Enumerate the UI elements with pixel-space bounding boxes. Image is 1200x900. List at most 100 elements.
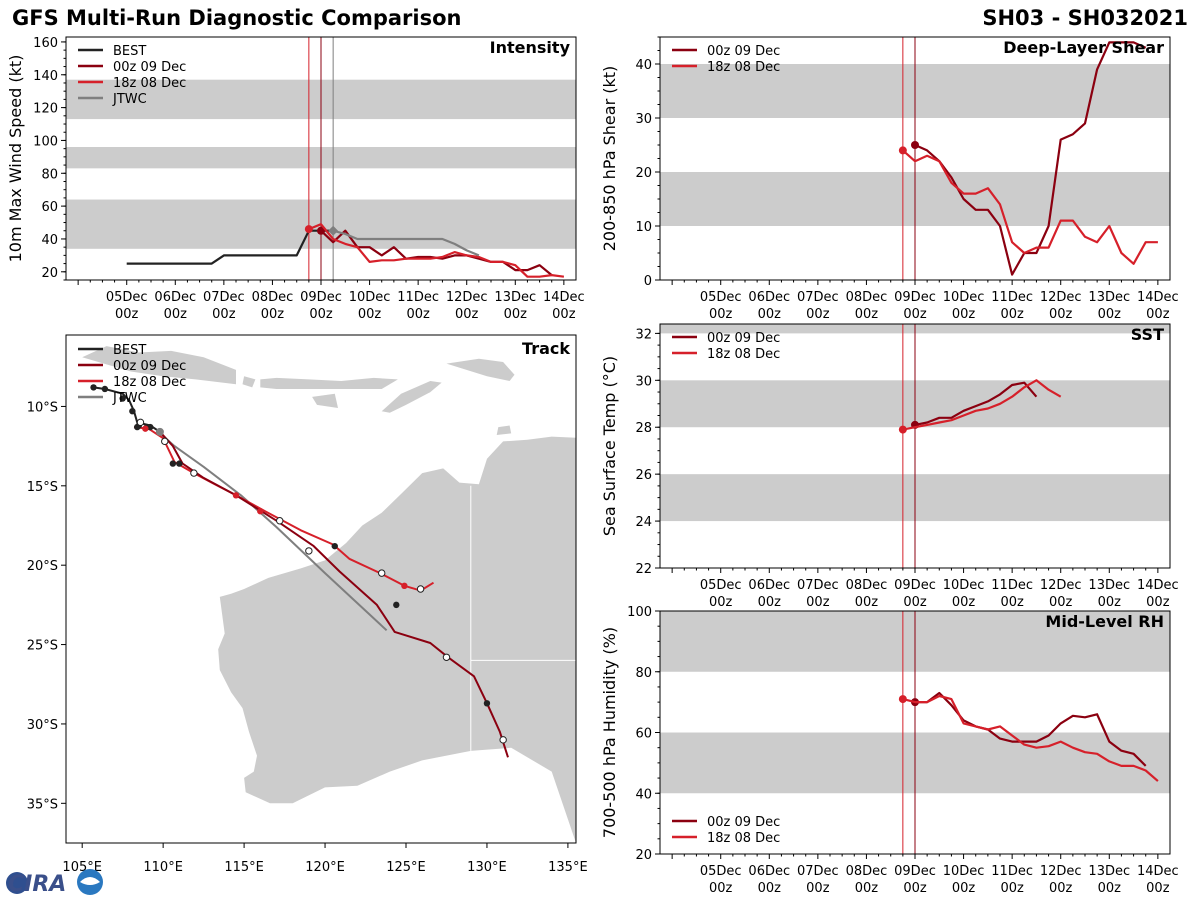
track-marker-jtwc [155,427,164,436]
intensity-ylabel: 10m Max Wind Speed (kt) [6,55,25,263]
sst-xtick-label-day: 08Dec [846,578,888,593]
shear-xtick-label-hour: 00z [806,307,830,322]
intensity-ytick-label: 100 [33,134,58,149]
sst-xtick-label-day: 10Dec [943,578,985,593]
intensity-legend-label: 18z 08 Dec [113,76,186,91]
shear-xtick-label-day: 09Dec [894,290,936,305]
sst-ytick-label: 30 [635,374,652,389]
intensity-plot-area [66,37,576,280]
track-ytick-label: 35°S [27,797,58,812]
intensity-xtick-label-day: 11Dec [397,290,439,305]
track-marker-open-00z [442,653,451,661]
sst-xtick-label-day: 13Dec [1088,578,1130,593]
intensity-start-marker-00z [317,226,325,235]
shear-xtick-label-hour: 00z [1146,307,1170,322]
rh-plot-area [660,611,1170,854]
sst-xtick-label-hour: 00z [1049,595,1073,610]
intensity-xtick-label-day: 08Dec [252,290,294,305]
track-xtick-label: 110°E [143,860,183,875]
intensity-series-jtwc [332,229,480,257]
intensity-xtick-label-day: 09Dec [300,290,342,305]
intensity-ytick-label: 140 [33,69,58,84]
rh-ytick-label: 40 [635,787,652,802]
rh-ytick-label: 20 [635,848,652,863]
sst-ytick-label: 28 [635,421,652,436]
track-marker-18z [401,582,408,590]
rh-xtick-label-hour: 00z [903,881,927,896]
sst-xtick-label-hour: 00z [1000,595,1024,610]
track-marker-open-18z [276,517,284,525]
shear-xtick-label-day: 05Dec [700,290,742,305]
logo-text: CIRA [8,872,66,897]
track-marker-18z [257,508,264,515]
intensity-xtick-label-day: 07Dec [203,290,245,305]
intensity-start-marker-18z [304,225,313,234]
track-map-area [82,346,576,843]
rh-legend-label: 18z 08 Dec [707,831,780,846]
intensity-xtick-label-day: 06Dec [154,290,196,305]
shear-xtick-label-day: 07Dec [797,290,839,305]
track-marker-open-00z [305,547,313,555]
shear-start-marker-00z [911,141,919,149]
shear-plot-area [660,37,1170,280]
shear-xtick-label-day: 10Dec [943,290,985,305]
intensity-xtick-label-hour: 00z [504,307,528,322]
track-marker-open-18z [378,569,386,577]
sst-ytick-label: 24 [635,515,652,530]
intensity-panel: 20 40 60 80 100 120 140 160 05Dec 00z 06Dec 00z 07De… [6,36,585,322]
logo-swirl-mark [80,877,100,885]
rh-xtick-label-hour: 00z [1049,881,1073,896]
shear-xtick-label-day: 14Dec [1137,290,1179,305]
rh-ytick-label: 100 [627,605,652,620]
shear-xtick-label-day: 13Dec [1088,290,1130,305]
shear-xtick-label-hour: 00z [903,307,927,322]
track-legend-label: BEST [113,343,146,358]
shear-xtick-label-hour: 00z [1000,307,1024,322]
intensity-xtick-label-day: 05Dec [106,290,148,305]
track-ytick-label: 25°S [27,639,58,654]
rh-xtick-label-day: 10Dec [943,864,985,879]
track-marker-open-best [136,418,145,427]
sst-xtick-label-day: 06Dec [748,578,790,593]
track-ytick-label: 20°S [27,559,58,574]
rh-ytick-label: 80 [635,666,652,681]
shear-ytick-label: 40 [635,58,652,73]
intensity-xtick-label-hour: 00z [212,307,236,322]
island-land [446,358,515,381]
rh-xtick-label-day: 13Dec [1088,864,1130,879]
rh-xtick-label-day: 11Dec [991,864,1033,879]
sst-legend-label: 00z 09 Dec [707,331,780,346]
shear-panel: 0 10 20 30 40 05Dec 00z 06Dec 00z 07Dec 00z 08Dec 00… [600,36,1179,322]
rh-xtick-label-day: 09Dec [894,864,936,879]
rh-xtick-label-hour: 00z [952,881,976,896]
rh-start-marker-18z [898,695,907,704]
track-series-18z [133,426,435,592]
sst-ytick-label: 22 [635,562,652,577]
rh-panel: 20 40 60 80 100 05Dec 00z 06Dec 00z 07Dec 00z 08Dec… [600,605,1179,896]
sst-xtick-label-hour: 00z [709,595,733,610]
sst-xtick-label-day: 09Dec [894,578,936,593]
shear-xtick-label-day: 06Dec [748,290,790,305]
intensity-ytick-label: 80 [41,167,58,182]
rh-xtick-label-hour: 00z [1146,881,1170,896]
shear-xtick-label-hour: 00z [1098,307,1122,322]
track-marker-best [90,384,97,391]
shear-xtick-label-day: 11Dec [991,290,1033,305]
track-marker-best [146,423,154,431]
shear-xtick-label-hour: 00z [952,307,976,322]
sst-xtick-label-hour: 00z [806,595,830,610]
rh-xtick-label-hour: 00z [1000,881,1024,896]
track-marker-best [119,395,126,402]
track-marker-18z [142,425,149,432]
sst-title: SST [1131,325,1164,344]
track-legend-label: 18z 08 Dec [113,375,186,390]
shear-ylabel: 200-850 hPa Shear (kt) [600,66,619,252]
sst-xtick-label-day: 12Dec [1040,578,1082,593]
shear-ytick-label: 10 [635,220,652,235]
track-marker-open-best [161,437,169,446]
storm-id: SH03 - SH032021 [982,6,1188,30]
intensity-xtick-label-day: 12Dec [446,290,488,305]
island-land [260,377,398,389]
sst-xtick-label-day: 05Dec [700,578,742,593]
track-xtick-label: 115°E [224,860,264,875]
